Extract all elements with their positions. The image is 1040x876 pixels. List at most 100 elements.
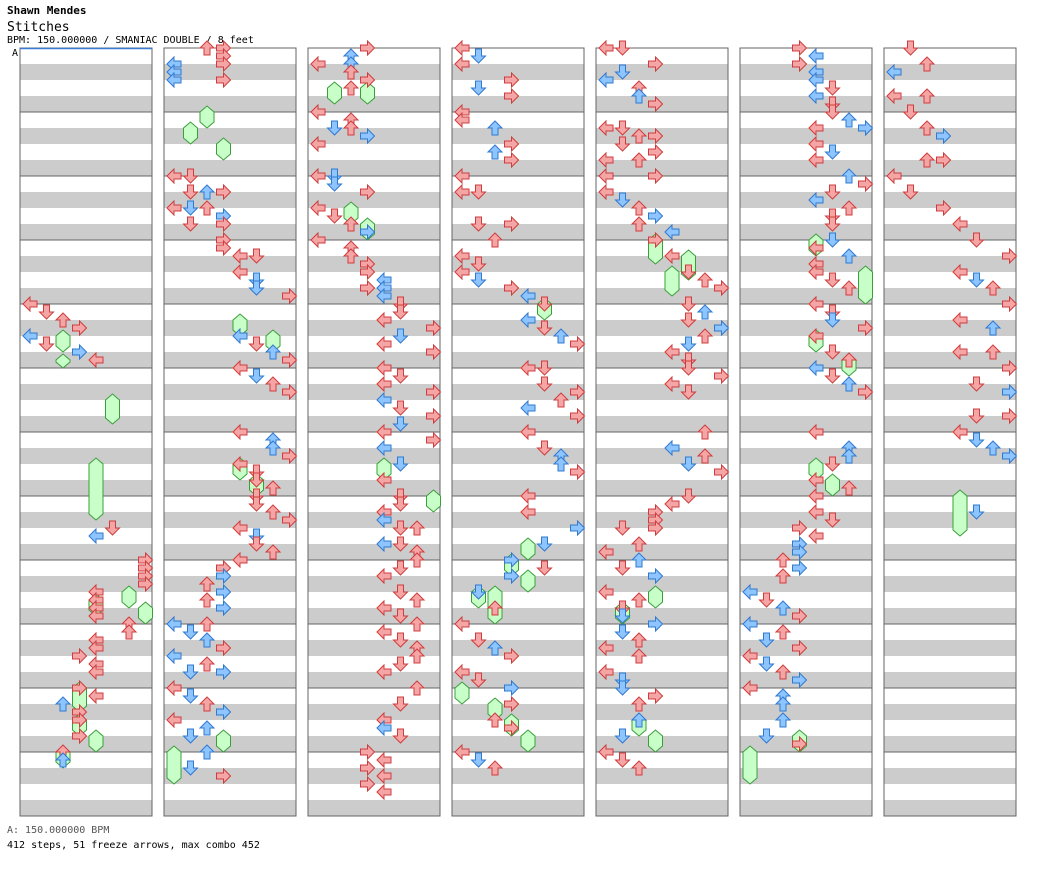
beat-band <box>164 656 296 672</box>
beat-band <box>596 320 728 336</box>
step-arrow-right <box>360 263 376 281</box>
step-arrow-up <box>630 760 648 776</box>
beat-band <box>20 144 152 160</box>
beat-band <box>20 208 152 224</box>
beat-band <box>884 560 1016 576</box>
beat-band <box>164 368 296 384</box>
step-arrow-up <box>264 480 282 496</box>
beat-band <box>884 512 1016 528</box>
step-arrow-right <box>1002 407 1018 425</box>
step-arrow-right <box>72 319 88 337</box>
step-arrow-left <box>808 47 824 65</box>
step-arrow-up <box>774 600 792 616</box>
beat-band <box>596 416 728 432</box>
beat-band <box>452 624 584 640</box>
step-arrow-up <box>630 152 648 168</box>
beat-band <box>452 336 584 352</box>
beat-band <box>596 784 728 800</box>
beat-band <box>164 544 296 560</box>
step-arrow-left <box>376 423 392 441</box>
step-arrow-up <box>774 624 792 640</box>
step-arrow-left <box>88 527 104 545</box>
step-arrow-up <box>630 200 648 216</box>
step-arrow-left <box>454 167 470 185</box>
beat-band <box>20 640 152 656</box>
beat-band <box>884 688 1016 704</box>
step-arrow-left <box>808 71 824 89</box>
step-arrow-down <box>470 216 487 232</box>
beat-band <box>308 528 440 544</box>
step-arrow-right <box>1002 447 1018 465</box>
beat-band <box>308 432 440 448</box>
beat-band <box>452 304 584 320</box>
step-arrow-up <box>198 696 216 712</box>
freeze-arrow <box>138 601 153 625</box>
step-arrow-left <box>232 455 248 473</box>
step-arrow-left <box>664 375 680 393</box>
step-arrow-left <box>376 767 392 785</box>
beat-band <box>20 368 152 384</box>
step-arrow-up <box>408 552 426 568</box>
step-arrow-right <box>792 671 808 689</box>
beat-band <box>884 672 1016 688</box>
step-arrow-up <box>408 520 426 536</box>
step-arrow-down <box>680 360 697 376</box>
step-arrow-up <box>54 312 72 328</box>
step-arrow-up <box>630 536 648 552</box>
step-arrow-down <box>614 520 631 536</box>
column-border <box>883 47 1017 817</box>
step-arrow-down <box>470 256 487 272</box>
beat-band <box>596 576 728 592</box>
step-arrow-right <box>504 87 520 105</box>
step-arrow-up <box>696 448 714 464</box>
beat-band <box>740 400 872 416</box>
freeze-arrow <box>426 489 441 513</box>
step-arrow-up <box>630 696 648 712</box>
beat-band <box>164 112 296 128</box>
beat-band <box>596 64 728 80</box>
step-arrow-left <box>454 183 470 201</box>
beat-band <box>164 304 296 320</box>
freeze-arrow <box>520 729 536 753</box>
step-arrow-down <box>536 440 553 456</box>
step-arrow-right <box>792 543 808 561</box>
beat-band <box>740 784 872 800</box>
beat-band <box>308 576 440 592</box>
step-arrow-up <box>342 120 360 136</box>
beat-band <box>740 272 872 288</box>
beat-band <box>308 400 440 416</box>
beat-band <box>740 624 872 640</box>
step-arrow-right <box>648 55 664 73</box>
beat-band <box>740 528 872 544</box>
column-border <box>595 47 729 817</box>
beat-band <box>452 416 584 432</box>
step-arrow-down <box>968 376 985 392</box>
step-arrow-left <box>886 63 902 81</box>
step-arrow-right <box>858 383 874 401</box>
beat-band <box>164 352 296 368</box>
beat-band <box>452 736 584 752</box>
beat-band <box>308 464 440 480</box>
step-arrow-right <box>138 575 154 593</box>
step-arrow-left <box>22 295 38 313</box>
beat-band <box>308 176 440 192</box>
step-arrow-left <box>664 439 680 457</box>
beat-band <box>164 192 296 208</box>
freeze-arrow <box>166 745 182 785</box>
beat-band <box>884 768 1016 784</box>
step-arrow-left <box>454 111 470 129</box>
step-arrow-up <box>198 744 216 760</box>
beat-band <box>884 624 1016 640</box>
beat-band <box>740 288 872 304</box>
beat-band <box>20 592 152 608</box>
step-arrow-down <box>614 752 631 768</box>
step-arrow-up <box>486 640 504 656</box>
step-arrow-right <box>648 143 664 161</box>
beat-band <box>20 272 152 288</box>
step-arrow-down <box>392 696 409 712</box>
step-arrow-down <box>758 656 775 672</box>
step-arrow-right <box>504 279 520 297</box>
step-arrow-down <box>758 632 775 648</box>
step-arrow-down <box>248 336 265 352</box>
beat-band <box>20 736 152 752</box>
